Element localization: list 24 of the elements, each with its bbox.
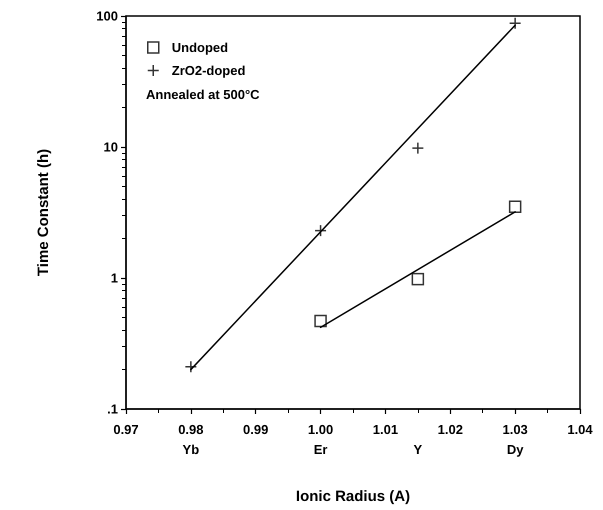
- legend-label: ZrO2-doped: [172, 63, 246, 78]
- x-tick-label: 1.00: [308, 422, 334, 437]
- text: Y: [414, 442, 423, 457]
- x-tick-label: 1.02: [438, 422, 463, 437]
- annotation: Annealed at 500°C: [146, 87, 260, 102]
- legend-label: Undoped: [172, 40, 228, 55]
- y-tick-label: 1: [110, 270, 118, 286]
- y-axis-title: Time Constant (h): [35, 148, 52, 276]
- text: Dy: [506, 442, 524, 457]
- point: [508, 200, 522, 213]
- x-tick-label: 0.98: [178, 422, 204, 437]
- x-tick-label: 1.03: [502, 422, 528, 437]
- point: [412, 272, 424, 286]
- x-tick-label: 0.99: [243, 422, 268, 437]
- y-tick-label: .1: [107, 402, 118, 416]
- text: Yb: [182, 442, 200, 457]
- y-tick-label: 10: [104, 140, 118, 154]
- x-tick-label: 1.01: [372, 422, 398, 437]
- x-tick-label: 0.97: [113, 422, 139, 437]
- text: Er: [314, 442, 328, 457]
- y-tick-label: 100: [96, 8, 118, 24]
- x-axis-title: Ionic Radius (A): [296, 488, 410, 505]
- x-tick-label: 1.04: [567, 422, 594, 437]
- point: [314, 314, 327, 328]
